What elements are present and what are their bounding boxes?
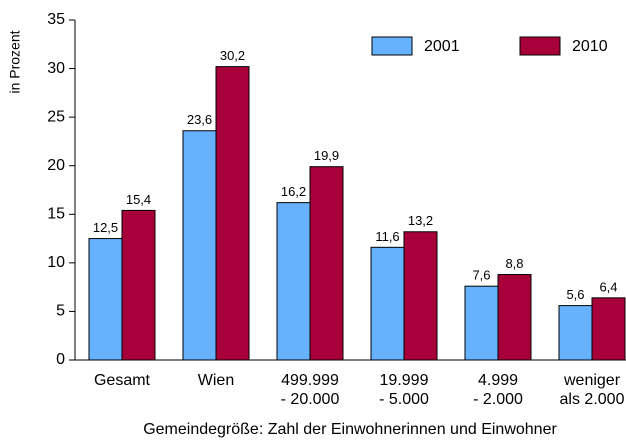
- bar: [403, 231, 438, 361]
- bar: [215, 66, 250, 361]
- legend-swatch: [519, 36, 561, 56]
- value-label: 8,8: [505, 256, 523, 271]
- y-tick-label: 10: [47, 254, 65, 271]
- y-tick-label: 30: [47, 60, 65, 77]
- y-tick-label: 0: [56, 351, 65, 368]
- value-label: 13,2: [408, 213, 433, 228]
- x-tick-label: 4.999: [478, 372, 518, 389]
- bar: [591, 297, 626, 361]
- y-tick-label: 5: [56, 303, 65, 320]
- bar: [370, 246, 405, 361]
- value-label: 7,6: [472, 268, 490, 283]
- value-label: 5,6: [566, 287, 584, 302]
- value-label: 30,2: [220, 48, 245, 63]
- y-tick-label: 20: [47, 157, 65, 174]
- bar: [497, 274, 532, 361]
- x-axis-title: Gemeindegröße: Zahl der Einwohnerinnen u…: [143, 421, 557, 438]
- y-tick-label: 35: [47, 11, 65, 28]
- bar: [121, 209, 156, 361]
- value-label: 19,9: [314, 148, 339, 163]
- x-tick-label: - 5.000: [379, 391, 429, 408]
- x-tick-label: 19.999: [380, 372, 429, 389]
- value-label: 16,2: [281, 184, 306, 199]
- x-tick-label: - 2.000: [473, 391, 523, 408]
- x-tick-label: - 20.000: [281, 391, 340, 408]
- value-label: 12,5: [93, 220, 118, 235]
- bar: [88, 238, 123, 361]
- bar: [309, 166, 344, 361]
- y-tick-label: 25: [47, 108, 65, 125]
- legend-label: 2001: [424, 38, 460, 55]
- x-tick-label: weniger: [563, 372, 621, 389]
- bar: [182, 130, 217, 361]
- bar: [276, 202, 311, 361]
- value-label: 23,6: [187, 112, 212, 127]
- y-axis-title: in Prozent: [7, 30, 23, 93]
- value-label: 6,4: [599, 279, 617, 294]
- x-tick-label: als 2.000: [560, 391, 625, 408]
- value-label: 11,6: [375, 229, 399, 244]
- value-label: 15,4: [126, 192, 151, 207]
- x-tick-label: 499.999: [281, 372, 339, 389]
- y-tick-label: 15: [47, 206, 65, 223]
- legend-swatch: [371, 36, 413, 56]
- bar: [558, 305, 593, 361]
- x-tick-label: Gesamt: [94, 372, 151, 389]
- legend-label: 2010: [572, 38, 608, 55]
- x-tick-label: Wien: [198, 372, 234, 389]
- bar: [464, 285, 499, 361]
